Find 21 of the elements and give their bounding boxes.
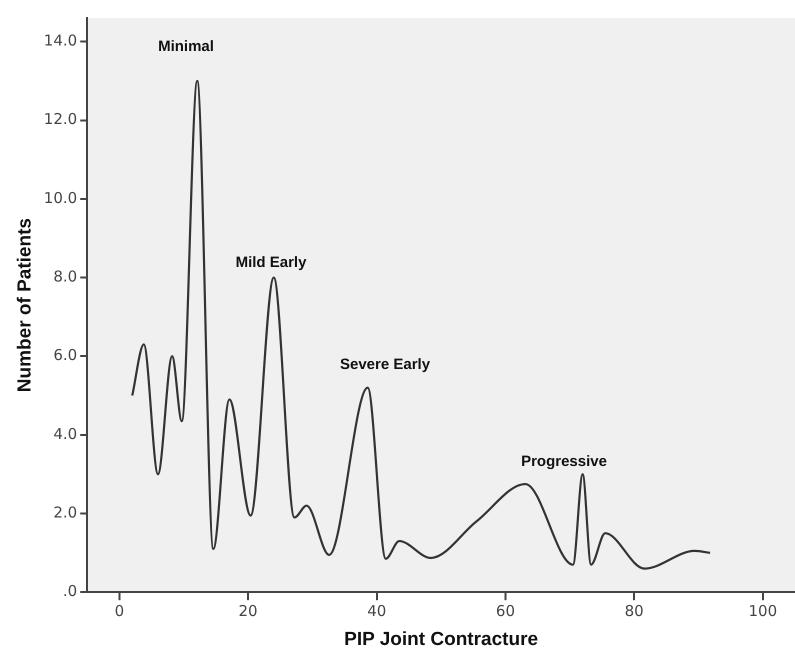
y-tick-label: 8.0 bbox=[53, 267, 78, 286]
line-series bbox=[131, 80, 712, 570]
x-tick-label: 60 bbox=[496, 602, 515, 620]
y-tick-label: 6.0 bbox=[53, 346, 78, 364]
x-tick-label: 80 bbox=[624, 602, 644, 620]
y-tick-label: 10.0 bbox=[44, 188, 78, 207]
x-tick-label: 100 bbox=[748, 602, 778, 620]
annotation: Minimal bbox=[158, 38, 214, 56]
y-axis-title: Number of Patients bbox=[14, 218, 36, 392]
y-tick-label: 4.0 bbox=[53, 424, 78, 443]
annotation: Severe Early bbox=[340, 356, 431, 374]
x-tick-label: 40 bbox=[367, 602, 386, 620]
x-tick-label: 0 bbox=[114, 602, 124, 620]
annotation: Progressive bbox=[521, 453, 607, 470]
y-tick-label: 14.0 bbox=[44, 31, 78, 50]
y-tick-label: 2.0 bbox=[53, 503, 78, 522]
x-tick-label: 20 bbox=[238, 602, 258, 620]
y-tick-label: .0 bbox=[62, 582, 78, 600]
x-axis-title: PIP Joint Contracture bbox=[344, 628, 538, 650]
y-tick-label: 12.0 bbox=[44, 110, 78, 128]
annotation: Mild Early bbox=[236, 254, 308, 272]
